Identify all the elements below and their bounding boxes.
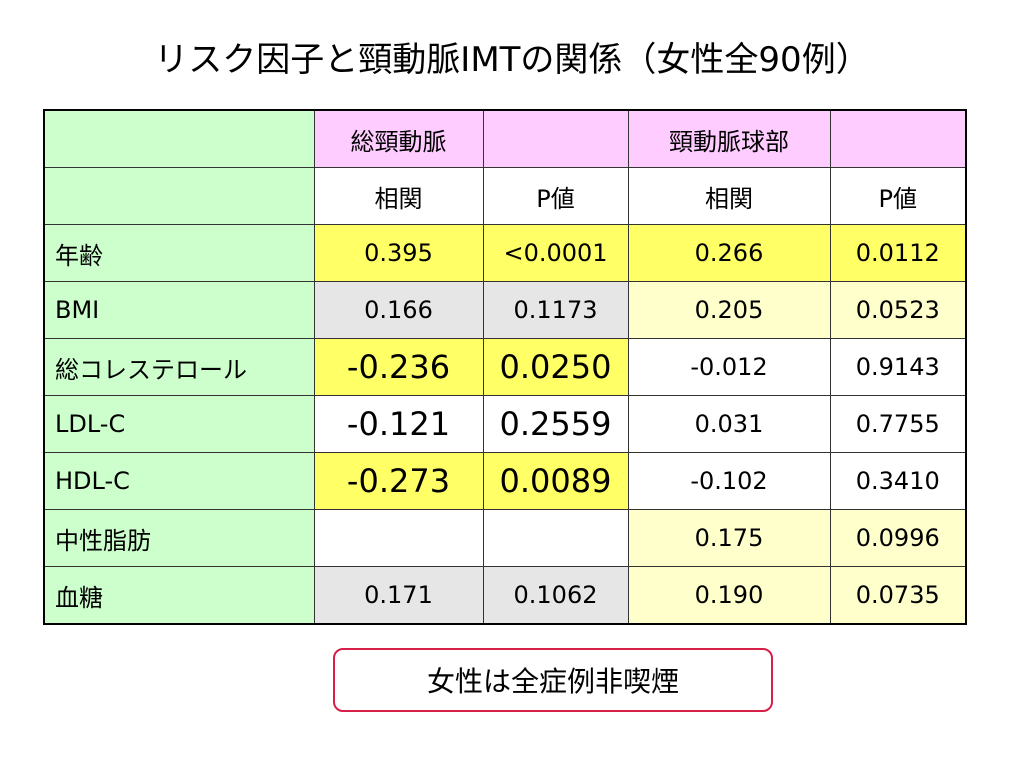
table-cell: 0.0996 bbox=[829, 509, 967, 567]
row-label: BMI bbox=[43, 281, 315, 339]
footnote-text: 女性は全症例非喫煙 bbox=[426, 665, 679, 698]
footnote-box: 女性は全症例非喫煙 bbox=[333, 648, 773, 712]
table-cell: 0.175 bbox=[627, 509, 831, 567]
header-corner-cell bbox=[43, 109, 315, 168]
sub-header-p-value: P値 bbox=[482, 167, 629, 225]
group-header-carotid-bulb: 頸動脈球部 bbox=[627, 109, 831, 168]
table-cell: <0.0001 bbox=[482, 224, 629, 282]
table-cell bbox=[313, 509, 484, 567]
header-corner-cell bbox=[43, 167, 315, 225]
table-row: BMI 0.166 0.1173 0.205 0.0523 bbox=[43, 281, 967, 339]
group-header-blank bbox=[482, 109, 629, 168]
table-cell: 0.7755 bbox=[829, 395, 967, 453]
table-row: 中性脂肪 0.175 0.0996 bbox=[43, 509, 967, 567]
risk-factor-table: 総頸動脈 頸動脈球部 相関 P値 相関 P値 年齢 0.395 <0.0001 … bbox=[43, 109, 967, 625]
sub-header-p-value: P値 bbox=[829, 167, 967, 225]
table-cell: 0.190 bbox=[627, 566, 831, 625]
row-label: 総コレステロール bbox=[43, 338, 315, 396]
table-cell: 0.0250 bbox=[482, 338, 629, 396]
table-cell: 0.205 bbox=[627, 281, 831, 339]
table-row: 血糖 0.171 0.1062 0.190 0.0735 bbox=[43, 566, 967, 625]
table-cell: -0.121 bbox=[313, 395, 484, 453]
row-label: LDL-C bbox=[43, 395, 315, 453]
table-row: LDL-C -0.121 0.2559 0.031 0.7755 bbox=[43, 395, 967, 453]
table-cell: -0.236 bbox=[313, 338, 484, 396]
table-cell: 0.2559 bbox=[482, 395, 629, 453]
table-cell: 0.3410 bbox=[829, 452, 967, 510]
table-cell: 0.266 bbox=[627, 224, 831, 282]
sub-header-row: 相関 P値 相関 P値 bbox=[43, 167, 967, 225]
group-header-row: 総頸動脈 頸動脈球部 bbox=[43, 109, 967, 168]
group-header-blank bbox=[829, 109, 967, 168]
table-cell: 0.0089 bbox=[482, 452, 629, 510]
table-cell: -0.012 bbox=[627, 338, 831, 396]
table-cell: 0.395 bbox=[313, 224, 484, 282]
row-label: 中性脂肪 bbox=[43, 509, 315, 567]
row-label: 血糖 bbox=[43, 566, 315, 625]
table-row: HDL-C -0.273 0.0089 -0.102 0.3410 bbox=[43, 452, 967, 510]
table-cell bbox=[482, 509, 629, 567]
table-cell: -0.273 bbox=[313, 452, 484, 510]
table-cell: 0.166 bbox=[313, 281, 484, 339]
table-row: 年齢 0.395 <0.0001 0.266 0.0112 bbox=[43, 224, 967, 282]
group-header-common-carotid: 総頸動脈 bbox=[313, 109, 484, 168]
sub-header-correlation: 相関 bbox=[313, 167, 484, 225]
table-row: 総コレステロール -0.236 0.0250 -0.012 0.9143 bbox=[43, 338, 967, 396]
table-cell: 0.1173 bbox=[482, 281, 629, 339]
table-cell: 0.1062 bbox=[482, 566, 629, 625]
table-cell: 0.9143 bbox=[829, 338, 967, 396]
sub-header-correlation: 相関 bbox=[627, 167, 831, 225]
table-cell: 0.171 bbox=[313, 566, 484, 625]
table-cell: 0.0112 bbox=[829, 224, 967, 282]
row-label: 年齢 bbox=[43, 224, 315, 282]
table-cell: 0.0735 bbox=[829, 566, 967, 625]
row-label: HDL-C bbox=[43, 452, 315, 510]
table-cell: -0.102 bbox=[627, 452, 831, 510]
table-cell: 0.0523 bbox=[829, 281, 967, 339]
slide-title: リスク因子と頸動脈IMTの関係（女性全90例） bbox=[154, 40, 870, 80]
table-cell: 0.031 bbox=[627, 395, 831, 453]
